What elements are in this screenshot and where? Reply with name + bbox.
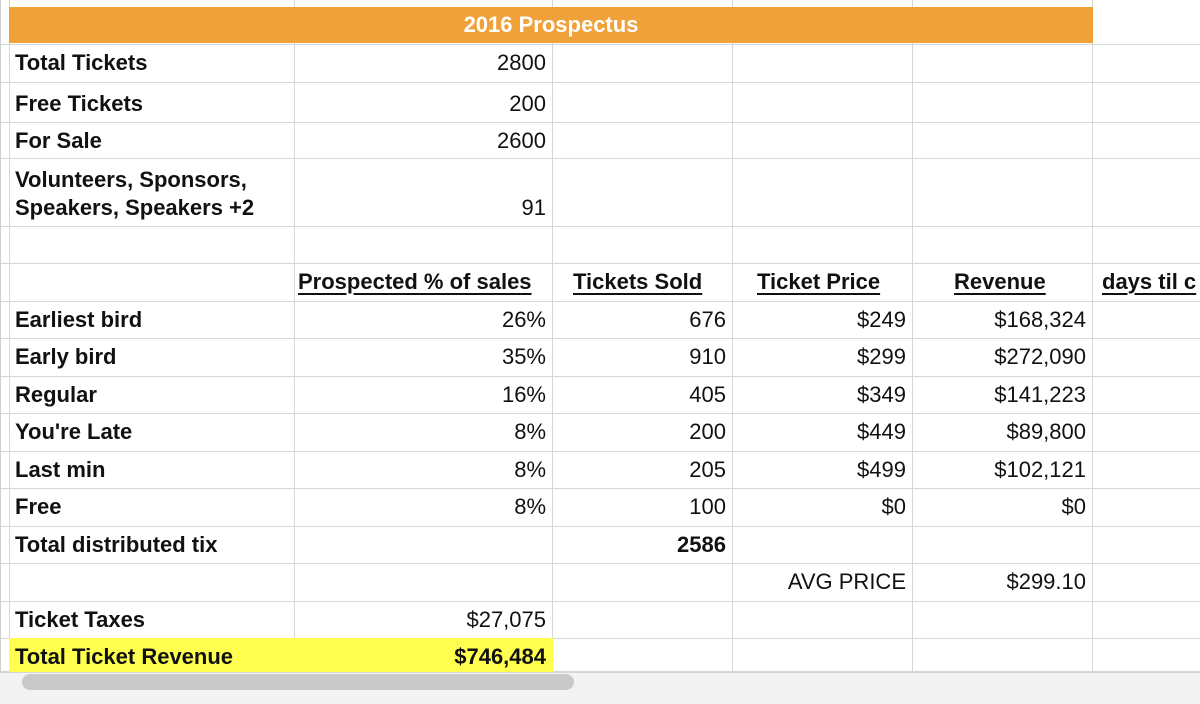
header-price[interactable]: Ticket Price (757, 269, 881, 294)
tier-pct[interactable]: 8% (514, 457, 546, 482)
gridline (1, 44, 1200, 45)
tier-name[interactable]: Last min (15, 457, 106, 482)
tier-sold[interactable]: 910 (689, 344, 726, 369)
gridline (732, 0, 733, 672)
tier-sold[interactable]: 100 (689, 494, 726, 519)
tier-name[interactable]: You're Late (15, 419, 133, 444)
avg-price-value[interactable]: $299.10 (1006, 569, 1086, 594)
gridline (1, 122, 1200, 123)
summary-label[interactable]: For Sale (15, 128, 102, 153)
tier-revenue[interactable]: $141,223 (994, 382, 1086, 407)
tier-name[interactable]: Early bird (15, 344, 117, 369)
tier-name[interactable]: Regular (15, 382, 97, 407)
avg-price-label[interactable]: AVG PRICE (787, 569, 906, 594)
tier-price[interactable]: $499 (857, 457, 906, 482)
summary-label: Speakers, Speakers +2 (15, 195, 255, 220)
summary-label[interactable]: Free Tickets (15, 91, 144, 116)
spreadsheet-grid[interactable]: 2016 Prospectus Total Tickets 2800 Free … (0, 0, 1200, 672)
gridline (1, 263, 1200, 264)
tier-price[interactable]: $349 (857, 382, 906, 407)
tier-name[interactable]: Earliest bird (15, 307, 143, 332)
gridline (1, 488, 1200, 489)
tier-sold[interactable]: 405 (689, 382, 726, 407)
total-distributed-label[interactable]: Total distributed tix (15, 532, 218, 557)
tier-pct[interactable]: 8% (514, 419, 546, 444)
gridline (1, 638, 1200, 639)
tier-pct[interactable]: 16% (501, 382, 546, 407)
gridline (1, 601, 1200, 602)
gridline (1, 376, 1200, 377)
tier-pct[interactable]: 35% (501, 344, 546, 369)
gridline (1, 526, 1200, 527)
gridline (552, 0, 553, 672)
tier-price[interactable]: $299 (857, 344, 906, 369)
gridline (9, 0, 10, 672)
summary-value[interactable]: 91 (521, 195, 546, 220)
tier-sold[interactable]: 205 (689, 457, 726, 482)
header-revenue[interactable]: Revenue (954, 269, 1046, 294)
total-revenue-label[interactable]: Total Ticket Revenue (15, 644, 234, 669)
tier-pct[interactable]: 8% (514, 494, 546, 519)
summary-value[interactable]: 2600 (497, 128, 546, 153)
tier-revenue[interactable]: $168,324 (994, 307, 1086, 332)
ticket-taxes-value[interactable]: $27,075 (466, 607, 546, 632)
tier-revenue[interactable]: $102,121 (994, 457, 1086, 482)
summary-label[interactable]: Volunteers, Sponsors, (15, 167, 247, 192)
scrollbar-thumb[interactable] (22, 674, 574, 690)
gridline (1, 338, 1200, 339)
total-distributed-value[interactable]: 2586 (677, 532, 726, 557)
gridline (1, 563, 1200, 564)
header-sold[interactable]: Tickets Sold (573, 269, 703, 294)
gridline (1092, 0, 1093, 672)
tier-revenue[interactable]: $0 (1061, 494, 1086, 519)
header-pct[interactable]: Prospected % of sales (298, 269, 532, 294)
summary-value[interactable]: 2800 (497, 50, 546, 75)
gridline (912, 0, 913, 672)
gridline (1, 82, 1200, 83)
tier-pct[interactable]: 26% (501, 307, 546, 332)
tier-price[interactable]: $449 (857, 419, 906, 444)
gridline (1, 451, 1200, 452)
gridline (1, 671, 1200, 672)
summary-label[interactable]: Total Tickets (15, 50, 148, 75)
total-revenue-highlight (9, 638, 553, 672)
title-cell[interactable]: 2016 Prospectus (9, 7, 1093, 43)
gridline (1, 413, 1200, 414)
total-revenue-value[interactable]: $746,484 (454, 644, 546, 669)
tier-name[interactable]: Free (15, 494, 62, 519)
tier-revenue[interactable]: $272,090 (994, 344, 1086, 369)
ticket-taxes-label[interactable]: Ticket Taxes (15, 607, 146, 632)
tier-price[interactable]: $249 (857, 307, 906, 332)
summary-value[interactable]: 200 (509, 91, 546, 116)
header-days[interactable]: days til c (1102, 269, 1197, 294)
gridline (1, 301, 1200, 302)
gridline (294, 0, 295, 672)
tier-revenue[interactable]: $89,800 (1006, 419, 1086, 444)
gridline (1, 226, 1200, 227)
sheet-title: 2016 Prospectus (463, 12, 639, 37)
gridline (1, 158, 1200, 159)
tier-sold[interactable]: 200 (689, 419, 726, 444)
tier-price[interactable]: $0 (881, 494, 906, 519)
tier-sold[interactable]: 676 (689, 307, 726, 332)
